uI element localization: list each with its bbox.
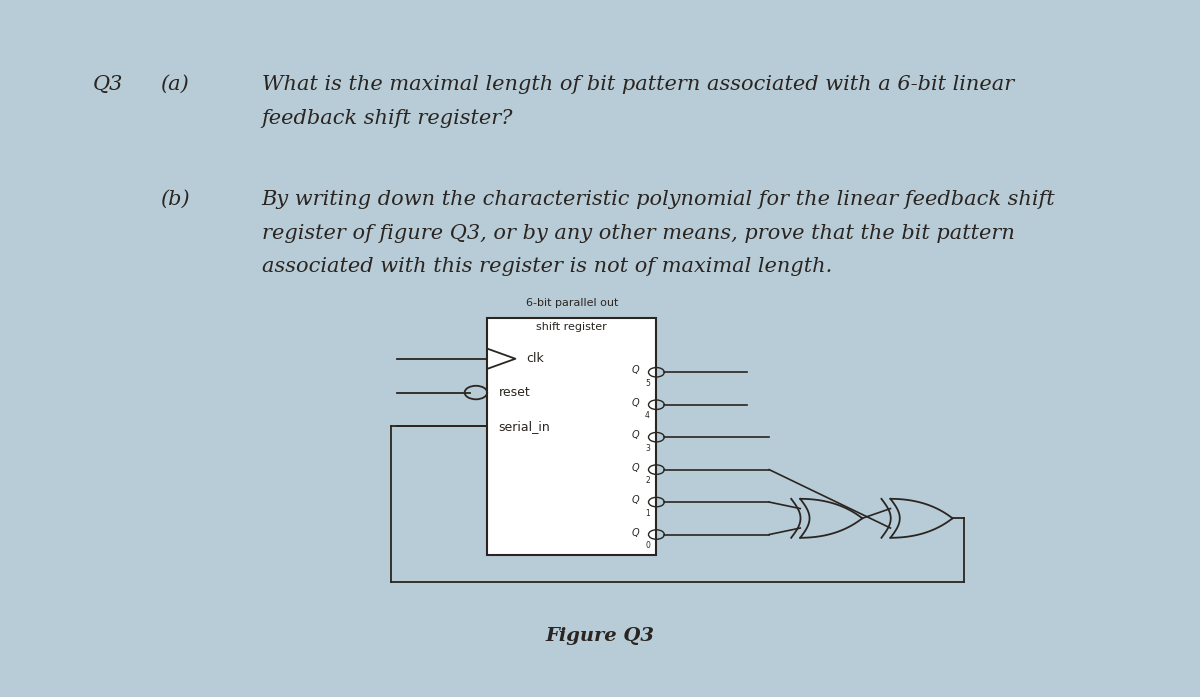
Text: register of figure Q3, or by any other means, prove that the bit pattern: register of figure Q3, or by any other m… [262,224,1014,243]
Text: 0: 0 [646,542,650,551]
Text: Q: Q [632,495,640,505]
Text: 1: 1 [646,509,650,518]
Text: associated with this register is not of maximal length.: associated with this register is not of … [262,257,832,276]
Text: Q: Q [632,463,640,473]
Text: Q: Q [632,430,640,440]
Text: 3: 3 [646,444,650,453]
Text: Q: Q [632,528,640,537]
Text: 5: 5 [646,379,650,388]
Text: (a): (a) [160,75,188,94]
Text: shift register: shift register [536,321,607,332]
Text: Q: Q [632,398,640,408]
Text: 4: 4 [646,411,650,420]
Text: Q: Q [632,365,640,375]
Text: What is the maximal length of bit pattern associated with a 6-bit linear: What is the maximal length of bit patter… [262,75,1014,94]
Text: By writing down the characteristic polynomial for the linear feedback shift: By writing down the characteristic polyn… [262,190,1055,208]
Text: 2: 2 [646,476,650,485]
Text: feedback shift register?: feedback shift register? [262,109,514,128]
Text: Figure Q3: Figure Q3 [546,627,654,645]
Bar [487,318,656,555]
Text: clk: clk [527,352,545,365]
Text: 6-bit parallel out: 6-bit parallel out [526,298,618,308]
Text: Q3: Q3 [92,75,122,94]
Text: (b): (b) [160,190,190,208]
Text: reset: reset [498,386,530,399]
Text: serial_in: serial_in [498,420,551,433]
